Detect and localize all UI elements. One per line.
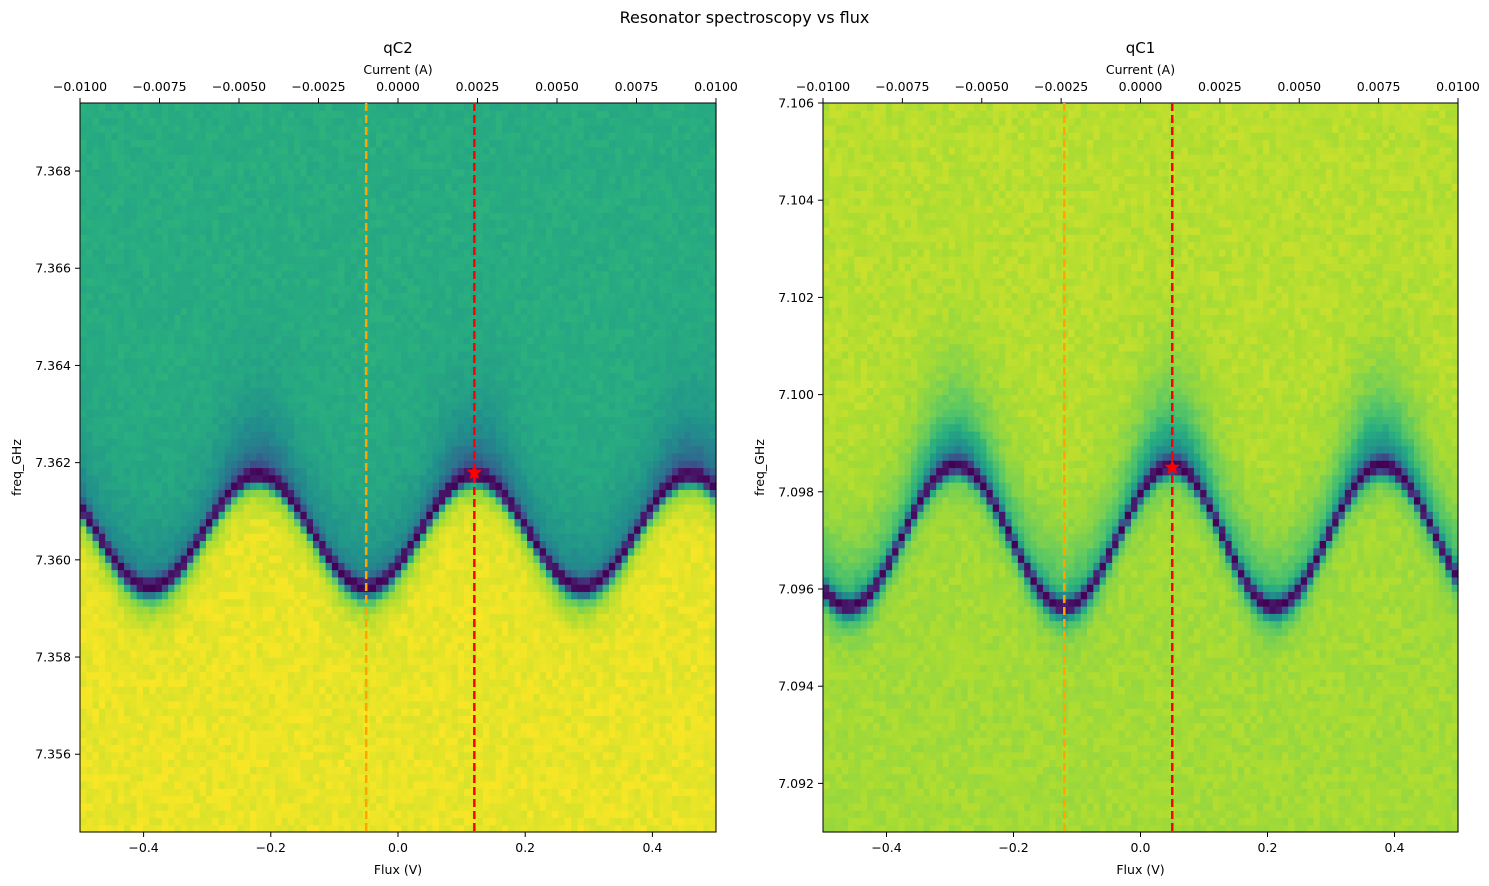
y-tick-label: 7.092 (778, 776, 814, 791)
heatmap-qC2 (80, 103, 717, 833)
top-tick-label: −0.0025 (291, 79, 345, 94)
x-axis-label: Flux (V) (374, 862, 422, 877)
y-tick-label: 7.100 (778, 387, 814, 402)
top-tick-label: −0.0050 (955, 79, 1009, 94)
y-tick-label: 7.362 (35, 455, 71, 470)
top-tick-label: 0.0025 (456, 79, 500, 94)
y-tick-label: 7.364 (35, 358, 71, 373)
y-tick-label: 7.098 (778, 484, 814, 499)
top-tick-label: 0.0100 (694, 79, 738, 94)
subplot-title: qC1 (1126, 39, 1156, 57)
operating-point-marker (1164, 459, 1181, 475)
top-tick-label: 0.0050 (1277, 79, 1321, 94)
x-tick-label: −0.2 (998, 840, 1028, 855)
x-tick-label: 0.4 (1385, 840, 1405, 855)
y-tick-label: 7.360 (35, 552, 71, 567)
subplot-qC1: −0.4 −0.2 0.0 0.2 0.4 −0.0100 −0.0075 −0.0050 −0… (752, 39, 1480, 877)
top-tick-label: 0.0075 (1357, 79, 1401, 94)
y-axis-label: freq_GHz (9, 439, 24, 496)
subplot-title: qC2 (383, 39, 413, 57)
x-tick-label: −0.4 (128, 840, 158, 855)
top-tick-label: −0.0025 (1034, 79, 1088, 94)
x-tick-label: −0.2 (256, 840, 286, 855)
top-tick-label: 0.0050 (535, 79, 579, 94)
top-tick-label: −0.0075 (132, 79, 186, 94)
x-tick-label: 0.0 (388, 840, 408, 855)
y-tick-label: 7.358 (35, 650, 71, 665)
figure-title: Resonator spectroscopy vs flux (0, 8, 1489, 27)
top-tick-label: −0.0100 (53, 79, 107, 94)
y-tick-label: 7.104 (778, 193, 814, 208)
x-tick-label: 0.4 (642, 840, 662, 855)
x-tick-label: 0.2 (1258, 840, 1278, 855)
top-tick-label: 0.0000 (376, 79, 420, 94)
x-tick-label: 0.0 (1131, 840, 1151, 855)
y-axis-label: freq_GHz (752, 439, 767, 496)
x-tick-label: −0.4 (871, 840, 901, 855)
top-tick-label: 0.0025 (1198, 79, 1242, 94)
top-tick-label: −0.0050 (212, 79, 266, 94)
top-tick-label: 0.0075 (615, 79, 659, 94)
operating-point-marker (466, 463, 483, 480)
subplot-qC2: −0.4 −0.2 0.0 0.2 0.4 −0.0100 −0.0075 −0.0050 −0… (9, 39, 738, 877)
y-tick-label: 7.096 (778, 582, 814, 597)
y-tick-label: 7.356 (35, 747, 71, 762)
y-tick-label: 7.102 (778, 290, 814, 305)
heatmap-qC1 (823, 103, 1459, 833)
x-tick-label: 0.2 (515, 840, 535, 855)
top-axis-label: Current (A) (1106, 62, 1175, 77)
top-tick-label: −0.0075 (875, 79, 929, 94)
y-tick-label: 7.094 (778, 679, 814, 694)
y-tick-label: 7.106 (778, 96, 814, 111)
y-tick-label: 7.368 (35, 164, 71, 179)
top-axis-label: Current (A) (363, 62, 432, 77)
top-tick-label: −0.0100 (796, 79, 850, 94)
y-tick-label: 7.366 (35, 261, 71, 276)
top-tick-label: 0.0100 (1436, 79, 1480, 94)
top-tick-label: 0.0000 (1119, 79, 1163, 94)
x-axis-label: Flux (V) (1116, 862, 1164, 877)
